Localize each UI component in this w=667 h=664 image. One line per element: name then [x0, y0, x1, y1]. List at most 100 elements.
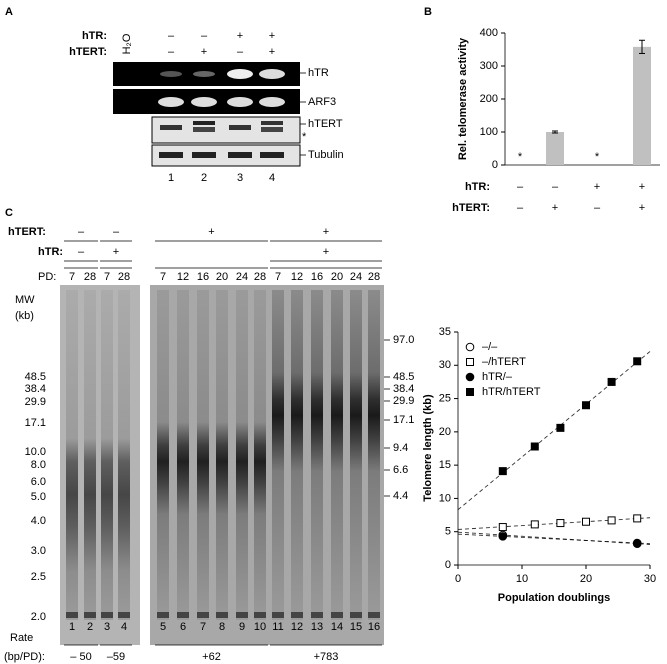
y-axis-label: Rel. telomerase activity	[457, 37, 469, 160]
rate: –59	[107, 651, 125, 663]
mw-label: 97.0	[393, 334, 414, 346]
legend-label: hTR/hTERT	[482, 386, 541, 398]
y-tick-label: 0	[445, 559, 451, 571]
band	[227, 69, 253, 79]
blot-label: ARF3	[308, 96, 336, 108]
y-tick-label: 30	[439, 359, 451, 371]
sign: +	[323, 246, 329, 258]
legend-marker	[465, 372, 475, 382]
legend-label: –/hTERT	[482, 356, 526, 368]
y-tick-label: 25	[439, 392, 451, 404]
sign: +	[237, 30, 243, 42]
band	[158, 97, 184, 107]
mw-label: 8.0	[31, 459, 46, 471]
marker	[498, 467, 507, 476]
pd: 7	[275, 271, 281, 283]
lane-smear	[311, 290, 323, 620]
mw-label: 38.4	[25, 383, 46, 395]
lane-bottom-band	[350, 612, 362, 618]
rate: – 50	[70, 651, 91, 663]
lane-number: 7	[200, 621, 206, 633]
lane-number: 3	[104, 621, 110, 633]
row-label: hTR:	[82, 30, 107, 42]
trendline	[457, 517, 651, 530]
lane-bottom-band	[177, 612, 189, 618]
lane-number: 3	[237, 172, 243, 184]
marker	[556, 519, 565, 528]
x-axis-label: Population doublings	[498, 592, 610, 604]
lane-smear	[216, 290, 228, 620]
sign: –	[237, 46, 244, 58]
band	[160, 71, 182, 77]
lane-smear	[197, 290, 209, 620]
mw-label: 5.0	[31, 491, 46, 503]
band	[260, 152, 284, 158]
x-tick-label: 0	[455, 573, 461, 585]
pd: 12	[177, 271, 189, 283]
band	[193, 121, 215, 125]
sign: +	[208, 226, 214, 238]
mw-label: 4.4	[393, 490, 408, 502]
mw-label: 29.9	[393, 395, 414, 407]
legend-marker	[466, 388, 474, 396]
y-tick-label: 0	[492, 159, 498, 171]
lane-bottom-band	[66, 612, 78, 618]
lane-smear	[350, 290, 362, 620]
band	[229, 125, 251, 130]
mw-label: 17.1	[393, 414, 414, 426]
band	[191, 97, 217, 107]
sign: +	[552, 202, 558, 214]
lane-smear	[84, 290, 96, 620]
blot-label: hTR	[308, 67, 329, 79]
sign: –	[552, 181, 559, 193]
band	[261, 121, 283, 125]
lane-bottom-band	[197, 612, 209, 618]
pd: 24	[236, 271, 248, 283]
x-tick-label: 30	[644, 573, 656, 585]
lane-bottom-band	[101, 612, 113, 618]
pd: 7	[160, 271, 166, 283]
legend-label: –/–	[482, 341, 498, 353]
mw-label: 9.4	[393, 442, 408, 454]
y-axis-label: Telomere length (kb)	[422, 394, 434, 502]
lane-bottom-band	[236, 612, 248, 618]
lane-number: 12	[291, 621, 303, 633]
lane-bottom-band	[291, 612, 303, 618]
lane-smear	[101, 290, 113, 620]
band	[160, 125, 182, 130]
pd: 28	[84, 271, 96, 283]
pd: 16	[311, 271, 323, 283]
lane-number: 1	[69, 621, 75, 633]
legend-marker	[466, 358, 474, 366]
lane-number: 13	[311, 621, 323, 633]
lane-number: 15	[350, 621, 362, 633]
lane-smear	[291, 290, 303, 620]
row-label: hTR:	[38, 246, 63, 258]
lane-smear	[236, 290, 248, 620]
sign: +	[639, 202, 645, 214]
mw-label: 17.1	[25, 417, 46, 429]
mw-label: 48.5	[393, 371, 414, 383]
lane-number: 1	[168, 172, 174, 184]
marker	[556, 423, 565, 432]
gel-lanes	[66, 290, 380, 620]
error-bar	[552, 130, 558, 134]
lane-number: 10	[254, 621, 266, 633]
marker	[582, 517, 590, 526]
y-tick-label: 200	[480, 93, 498, 105]
lane-smear	[254, 290, 266, 620]
lane-number: 11	[272, 621, 283, 633]
lane-bottom-band	[272, 612, 284, 618]
lane-number: 4	[121, 621, 127, 633]
lane-bottom-band	[368, 612, 380, 618]
water-label: H₂O	[121, 33, 133, 54]
band	[159, 152, 183, 158]
mw-label: 29.9	[25, 396, 46, 408]
y-tick-label: 15	[439, 459, 451, 471]
panel-label: B	[424, 6, 432, 18]
y-tick-label: 35	[439, 326, 451, 338]
y-tick-label: 10	[439, 492, 451, 504]
row-label: hTR:	[465, 181, 490, 193]
x-tick-label: 10	[516, 573, 528, 585]
mw-title: (kb)	[15, 310, 34, 322]
